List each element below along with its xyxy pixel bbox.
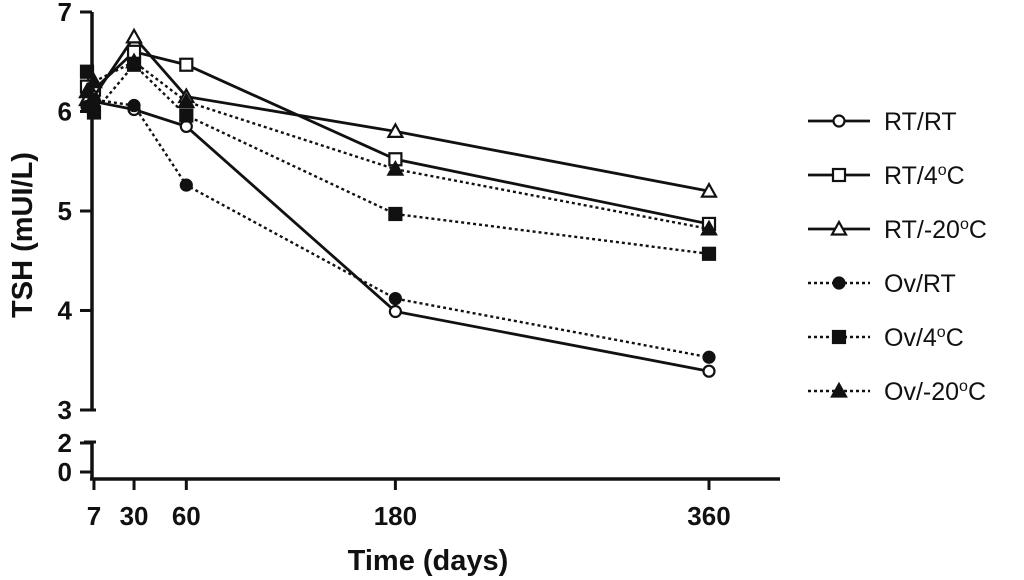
legend-label-base: RT/4 <box>884 162 938 190</box>
legend-label: RT/RT <box>884 108 957 136</box>
y-axis-title: TSH (mUI/L) <box>7 152 39 318</box>
legend-item: Ov/4oC <box>808 324 964 352</box>
x-tick-label: 30 <box>120 501 149 531</box>
data-point <box>702 364 716 378</box>
x-tick-label: 60 <box>172 501 201 531</box>
legend-label-base: RT/-20 <box>884 216 960 244</box>
legend-label-base: Ov/RT <box>884 270 956 298</box>
legend-item: Ov/-20oC <box>808 378 986 406</box>
legend-label-unit: C <box>969 216 987 244</box>
legend-item: Ov/RT <box>808 270 956 298</box>
legend-label-base: Ov/4 <box>884 324 937 352</box>
y-tick-label: 3 <box>58 395 72 425</box>
legend-label: Ov/-20oC <box>884 378 986 406</box>
data-point <box>179 178 193 192</box>
legend-marker <box>832 276 846 290</box>
legend-item: RT/4oC <box>808 162 965 190</box>
legend-label: RT/-20oC <box>884 216 987 244</box>
y-tick-label: 4 <box>58 296 73 326</box>
data-point <box>702 350 716 364</box>
legend-label: Ov/RT <box>884 270 956 298</box>
data-point <box>388 291 402 306</box>
data-point <box>700 181 718 198</box>
legend-label-degree: o <box>938 162 947 179</box>
legend-marker <box>832 114 846 128</box>
legend-label: Ov/4oC <box>884 324 964 352</box>
legend-label-base: RT/RT <box>884 108 957 136</box>
legend-marker <box>831 329 847 345</box>
data-point <box>386 122 405 138</box>
legend-item: RT/RT <box>808 108 957 136</box>
data-point <box>179 57 194 72</box>
data-point <box>388 206 403 222</box>
data-point <box>701 246 717 261</box>
legend-label-degree: o <box>937 324 946 341</box>
legend-label-unit: C <box>947 162 965 190</box>
x-tick-label: 180 <box>374 501 417 531</box>
x-tick-label: 7 <box>87 501 101 531</box>
series-1 <box>80 94 716 378</box>
plot-area <box>78 27 718 378</box>
data-point <box>179 108 194 123</box>
y-tick-label: 0 <box>58 457 72 487</box>
series-line <box>86 100 710 373</box>
data-point <box>386 159 405 176</box>
y-tick-label: 7 <box>58 0 72 27</box>
data-point <box>700 219 718 236</box>
legend-label-degree: o <box>960 216 969 233</box>
legend-item: RT/-20oC <box>808 216 987 244</box>
legend-marker <box>830 219 848 236</box>
legend-label-base: Ov/-20 <box>884 378 959 406</box>
series-line <box>86 98 710 359</box>
legend-label: RT/4oC <box>884 162 965 190</box>
legend-marker <box>830 381 848 398</box>
data-point <box>177 92 196 109</box>
legend-label-unit: C <box>968 378 986 406</box>
data-point <box>125 52 143 69</box>
legend-marker <box>831 167 847 183</box>
y-tick-label: 2 <box>58 428 72 458</box>
legend-label-unit: C <box>946 324 964 352</box>
data-point <box>127 98 141 113</box>
x-axis-title: Time (days) <box>348 545 509 577</box>
data-point <box>388 304 402 319</box>
x-tick-label: 360 <box>687 501 730 531</box>
legend-label-degree: o <box>959 378 968 395</box>
y-tick-label: 5 <box>58 196 72 226</box>
data-point <box>125 27 143 44</box>
y-tick-label: 6 <box>58 97 72 127</box>
series-line <box>85 62 710 255</box>
